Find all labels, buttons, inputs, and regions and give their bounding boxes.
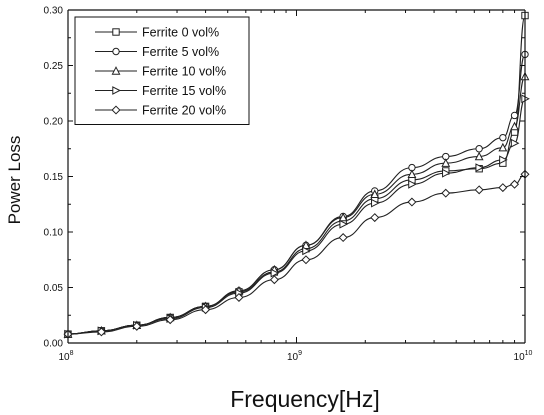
data-point-marker (301, 255, 311, 265)
data-point-marker (132, 321, 142, 331)
data-point-marker (474, 151, 484, 161)
data-point-marker (201, 305, 211, 315)
legend-marker (111, 105, 121, 115)
data-point-marker (371, 198, 380, 208)
plot-layer (63, 11, 530, 339)
legend-marker (112, 28, 120, 36)
legend-marker (112, 47, 120, 56)
x-tick-label: 109 (287, 350, 302, 363)
data-point-marker (475, 145, 483, 153)
series-group (64, 94, 530, 339)
series-line (67, 173, 526, 335)
legend: Ferrite 0 vol% Ferrite 5 vol% Ferrite 10 v… (74, 16, 250, 125)
data-point-marker (442, 168, 451, 178)
data-point-marker (165, 315, 175, 325)
data-point-marker (510, 121, 519, 131)
data-point-marker (338, 212, 348, 222)
data-point-marker (474, 185, 484, 195)
data-point-marker (234, 292, 244, 302)
y-tick-label: 0.30 (44, 6, 64, 17)
data-point-marker (499, 155, 508, 165)
data-point-marker (475, 163, 485, 173)
data-point-marker (338, 233, 348, 243)
data-point-marker (339, 219, 349, 229)
data-point-marker (510, 138, 520, 148)
legend-label: Ferrite 10 vol% (142, 65, 226, 79)
data-point-marker (499, 133, 507, 142)
x-tick-label: 1010 (514, 350, 533, 363)
data-point-marker (510, 179, 520, 189)
data-point-marker (441, 158, 451, 167)
data-point-marker (96, 327, 106, 337)
data-point-marker (510, 111, 519, 120)
data-point-marker (370, 189, 380, 198)
y-tick-label: 0.25 (44, 61, 64, 72)
data-point-marker (498, 183, 508, 193)
legend-marker (111, 66, 121, 75)
y-tick-label: 0.10 (44, 228, 64, 239)
y-tick-label: 0.00 (44, 339, 64, 350)
y-tick-label: 0.20 (44, 117, 64, 128)
data-point-marker (407, 197, 417, 207)
legend-label: Ferrite 0 vol% (142, 26, 219, 40)
legend-marker (112, 86, 121, 95)
legend-label: Ferrite 20 vol% (142, 104, 226, 118)
data-point-marker (498, 142, 508, 152)
x-axis-title: Frequency[Hz] (230, 386, 380, 412)
data-point-marker (370, 213, 380, 223)
data-point-marker (407, 169, 417, 178)
legend-label: Ferrite 15 vol% (142, 84, 226, 98)
y-tick-label: 0.15 (44, 172, 64, 183)
y-tick-label: 0.05 (44, 283, 64, 294)
data-point-marker (269, 275, 279, 285)
series-line (67, 98, 526, 335)
legend-label: Ferrite 5 vol% (142, 45, 219, 59)
data-point-marker (302, 246, 311, 256)
data-point-marker (408, 179, 417, 189)
ticks-layer: 0.00 0.05 0.10 0.15 0.20 0.25 0.30 108 109 1010 (44, 6, 533, 364)
data-point-marker (270, 268, 280, 278)
y-axis-title: Power Loss (5, 136, 24, 225)
x-tick-label: 108 (58, 350, 73, 363)
data-point-marker (441, 188, 451, 198)
